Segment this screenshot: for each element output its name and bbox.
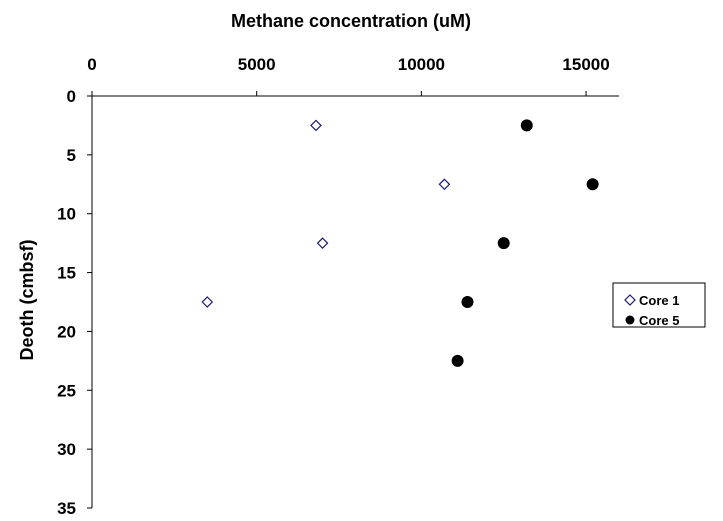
x-tick-label: 5000 <box>238 55 276 74</box>
data-point-diamond <box>438 178 451 191</box>
y-tick-label: 30 <box>57 440 76 459</box>
y-tick-label: 25 <box>57 381 76 400</box>
legend-label: Core 1 <box>639 293 679 308</box>
y-axis-title: Deoth (cmbsf) <box>17 239 37 360</box>
y-tick-label: 0 <box>67 87 76 106</box>
y-tick-label: 35 <box>57 499 76 518</box>
legend-label: Core 5 <box>639 313 679 328</box>
legend: Core 1 Core 5 <box>612 282 706 328</box>
x-axis-title: Methane concentration (uM) <box>231 11 471 31</box>
x-tick-labels: 0 5000 10000 15000 <box>87 55 609 74</box>
y-tick-label: 5 <box>67 146 76 165</box>
data-point-circle <box>520 119 533 132</box>
data-point-circle <box>625 315 635 325</box>
y-tick-labels: 0 5 10 15 20 25 30 35 <box>57 87 76 518</box>
data-point-circle <box>461 296 474 308</box>
data-point-circle <box>497 237 510 250</box>
data-point-diamond <box>624 294 636 306</box>
x-tick-label: 0 <box>87 55 96 74</box>
x-tick-label: 15000 <box>562 55 609 74</box>
y-tick-label: 10 <box>57 205 76 224</box>
x-tick-label: 10000 <box>398 55 445 74</box>
data-point-circle <box>586 178 599 191</box>
data-point-diamond <box>316 237 329 249</box>
y-tick-label: 20 <box>57 322 76 341</box>
data-point-diamond <box>310 119 322 132</box>
data-point-circle <box>451 354 464 367</box>
axes <box>87 91 619 509</box>
data-point-diamond <box>201 296 214 308</box>
data-points <box>201 119 599 367</box>
y-tick-label: 15 <box>57 264 76 283</box>
